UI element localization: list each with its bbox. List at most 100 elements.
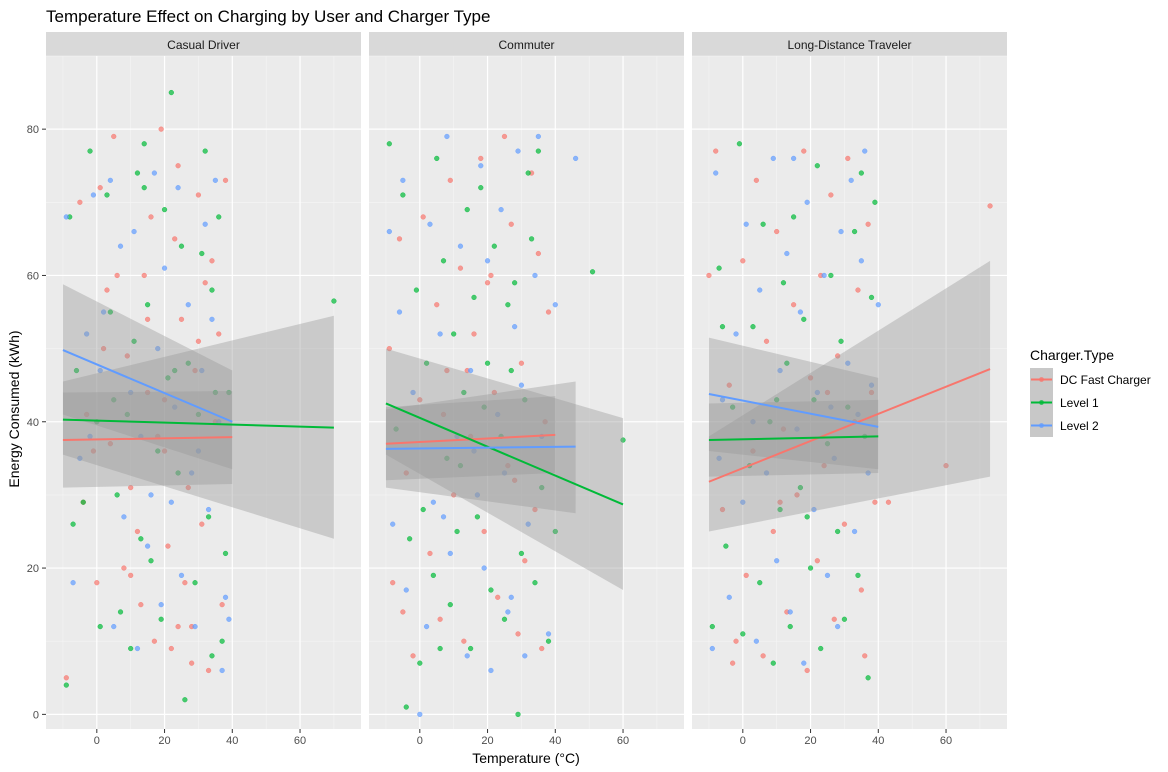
facet-casual-driver: Casual Driver 0 20 40 60 — [46, 32, 361, 747]
data-point-dc-fast-charger — [77, 199, 83, 205]
data-point-level-2 — [70, 580, 76, 586]
data-point-dc-fast-charger — [440, 411, 447, 418]
data-point-level-2 — [733, 331, 739, 337]
data-point-dc-fast-charger — [165, 543, 171, 549]
data-point-level-1 — [393, 426, 399, 432]
data-point-dc-fast-charger — [202, 280, 208, 286]
confidence-band-level-1 — [385, 348, 624, 591]
data-point-level-1 — [447, 602, 453, 608]
data-point-level-1 — [420, 506, 426, 513]
data-point-dc-fast-charger — [512, 477, 518, 483]
data-point-level-1 — [851, 228, 858, 235]
data-point-level-2 — [770, 155, 776, 162]
data-point-dc-fast-charger — [107, 441, 113, 447]
data-point-dc-fast-charger — [189, 660, 195, 666]
data-point-dc-fast-charger — [807, 375, 814, 381]
data-point-level-2 — [178, 572, 185, 578]
data-point-dc-fast-charger — [178, 316, 185, 322]
data-point-dc-fast-charger — [461, 638, 467, 644]
data-point-level-2 — [175, 185, 181, 191]
x-tick-label: 0 — [740, 735, 746, 747]
data-point-level-1 — [709, 623, 715, 630]
data-point-level-2 — [189, 470, 195, 476]
x-tick-label: 20 — [158, 735, 170, 747]
data-point-level-1 — [111, 397, 117, 403]
data-point-dc-fast-charger — [719, 506, 726, 513]
facet-strip-label: Casual Driver — [167, 38, 240, 52]
data-point-level-1 — [807, 565, 814, 571]
data-point-level-1 — [219, 638, 225, 644]
data-point-level-2 — [797, 309, 803, 315]
data-point-dc-fast-charger — [545, 309, 552, 315]
fit-lines — [62, 349, 334, 442]
data-point-level-2 — [777, 367, 783, 374]
data-point-level-1 — [168, 89, 174, 96]
data-point-level-2 — [226, 616, 232, 622]
facet-strip-label: Long-Distance Traveler — [787, 38, 911, 52]
data-point-dc-fast-charger — [205, 667, 212, 674]
legend-item-dc-fast-charger: DC Fast Charger — [1030, 368, 1151, 391]
data-point-dc-fast-charger — [195, 338, 202, 344]
data-point-level-1 — [195, 411, 202, 418]
data-point-dc-fast-charger — [148, 214, 154, 220]
data-point-dc-fast-charger — [216, 331, 222, 337]
data-point-level-2 — [835, 623, 841, 630]
data-point-dc-fast-charger — [138, 602, 144, 608]
data-point-level-1 — [528, 236, 535, 242]
data-point-level-2 — [128, 389, 134, 396]
data-point-dc-fast-charger — [195, 192, 202, 198]
data-point-level-2 — [202, 221, 208, 227]
data-point-level-1 — [491, 243, 497, 249]
data-point-level-1 — [70, 521, 76, 527]
data-point-level-2 — [845, 360, 851, 366]
data-point-level-2 — [481, 565, 487, 571]
data-point-level-1 — [784, 360, 790, 366]
data-point-level-1 — [780, 280, 787, 286]
data-point-dc-fast-charger — [100, 346, 107, 352]
x-tick-label: 60 — [940, 735, 952, 747]
data-point-dc-fast-charger — [835, 353, 841, 359]
data-point-level-2 — [107, 177, 113, 183]
data-point-dc-fast-charger — [733, 638, 739, 644]
data-point-level-2 — [212, 177, 218, 183]
data-point-level-1 — [209, 653, 215, 659]
data-point-dc-fast-charger — [400, 609, 406, 615]
data-point-level-2 — [488, 667, 494, 674]
data-point-level-2 — [427, 221, 433, 227]
data-point-dc-fast-charger — [542, 419, 548, 425]
data-point-level-2 — [457, 243, 464, 249]
data-point-level-2 — [515, 148, 521, 154]
data-point-dc-fast-charger — [172, 236, 178, 242]
data-point-level-1 — [532, 580, 538, 586]
data-point-dc-fast-charger — [134, 528, 141, 535]
data-point-level-1 — [855, 572, 861, 578]
data-point-level-2 — [400, 177, 406, 183]
data-point-level-2 — [753, 638, 759, 644]
data-point-dc-fast-charger — [417, 397, 423, 403]
data-point-dc-fast-charger — [158, 126, 164, 132]
fit-lines — [708, 368, 991, 483]
data-point-dc-fast-charger — [801, 148, 807, 154]
data-point-level-1 — [114, 492, 120, 498]
legend-key-point — [1039, 377, 1044, 382]
data-point-dc-fast-charger — [128, 572, 134, 578]
data-point-level-1 — [818, 645, 824, 652]
y-tick-label: 0 — [33, 709, 39, 721]
data-point-dc-fast-charger — [145, 316, 151, 322]
data-point-level-2 — [84, 331, 90, 337]
data-point-level-2 — [430, 499, 436, 505]
data-point-level-1 — [777, 506, 783, 513]
data-point-dc-fast-charger — [124, 353, 130, 359]
confidence-bands — [385, 348, 624, 591]
data-point-level-2 — [811, 506, 817, 513]
data-point-level-1 — [73, 367, 80, 374]
data-point-dc-fast-charger — [539, 645, 545, 652]
x-axis: 0 20 40 60 — [417, 729, 629, 747]
data-point-level-2 — [828, 404, 834, 410]
data-point-level-2 — [222, 594, 229, 600]
data-point-level-1 — [423, 360, 430, 366]
data-point-dc-fast-charger — [804, 667, 810, 674]
data-point-level-2 — [804, 199, 810, 205]
data-point-dc-fast-charger — [987, 203, 993, 209]
